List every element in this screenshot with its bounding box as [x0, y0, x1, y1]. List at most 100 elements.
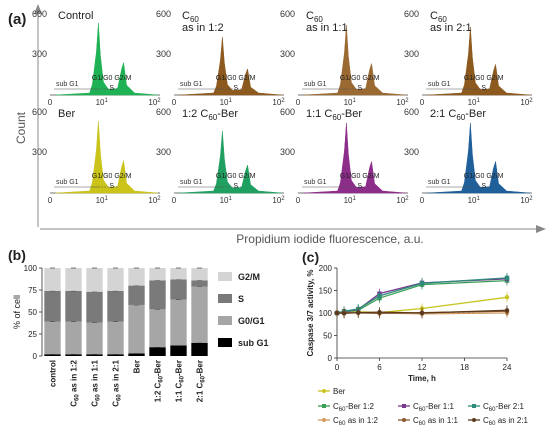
panel-a-x-arrowhead	[536, 225, 546, 233]
bar-segment	[170, 299, 187, 346]
histogram-title: C60	[430, 10, 447, 24]
line-y-tick-label: 100	[319, 309, 333, 318]
phase-label-g1-g2: G1/G0 G2/M	[464, 173, 504, 180]
panel-a-x-axis-title: Propidium iodide fluorescence, a.u.	[236, 232, 423, 246]
histogram-title: as in 1:1	[306, 22, 348, 34]
line-legend-label: C60-Ber 1:2	[333, 402, 374, 413]
line-point	[419, 281, 425, 286]
bar-segment	[170, 345, 187, 356]
histogram-panel: 600 300 sub G1 G1/G0 G2/M S 0 101 102 Ber	[32, 107, 161, 205]
bar-legend-label: sub G1	[238, 338, 269, 348]
y-tick-label: 300	[404, 49, 419, 59]
bar-segment	[86, 322, 103, 355]
histogram-title: 1:2 C60-Ber	[182, 108, 238, 122]
line-point	[377, 309, 382, 315]
line-point	[356, 310, 361, 315]
bar-legend-swatch	[218, 338, 232, 347]
bar-segment	[107, 321, 124, 355]
histogram-panel: 600 300 sub G1 G1/G0 G2/M S 0 101 102 2:1 C60-Be…	[404, 107, 533, 205]
y-tick-label: 600	[280, 107, 295, 117]
panel-b-label: (b)	[8, 247, 26, 263]
y-tick-label: 300	[156, 147, 171, 157]
y-tick-label: 600	[156, 9, 171, 19]
line-legend-label: C60-Ber 1:1	[413, 402, 454, 413]
histogram-panel: 600 300 sub G1 G1/G0 G2/M S 0 101 102 Control	[32, 9, 161, 107]
x-tick-label: 102	[520, 196, 533, 205]
histogram-grid: 600 300 sub G1 G1/G0 G2/M S 0 101 102 Control 600…	[32, 9, 533, 205]
bar-y-tick-label: 0	[33, 352, 38, 361]
histogram-title: Ber	[58, 108, 75, 120]
bar-y-tick-label: 25	[28, 330, 37, 339]
line-x-tick-label: 18	[460, 363, 469, 372]
histogram-title: Control	[58, 10, 93, 22]
line-x-tick-label: 6	[377, 363, 382, 372]
line-x-tick-label: 24	[503, 363, 512, 372]
phase-label-s: S	[481, 183, 486, 190]
bar-segment	[107, 268, 124, 291]
bar-segment	[44, 290, 61, 322]
line-legend-label: C60 as in 2:1	[483, 416, 528, 427]
histogram-title: as in 2:1	[430, 22, 472, 34]
x-tick-label: 101	[220, 196, 233, 205]
histogram-title: 2:1 C60-Ber	[430, 108, 486, 122]
x-tick-label: 102	[272, 98, 285, 107]
phase-label-subg1: sub G1	[180, 179, 203, 186]
bar-segment	[86, 268, 103, 292]
histogram-peak	[427, 26, 530, 96]
phase-label-g1-g2: G1/G0 G2/M	[92, 173, 132, 180]
x-tick-label: 0	[48, 196, 53, 205]
histogram-title: C60	[306, 10, 323, 24]
histogram-title: as in 1:2	[182, 22, 224, 34]
bar-legend-label: S	[238, 294, 244, 304]
x-tick-label: 0	[296, 196, 301, 205]
bar-legend-swatch	[218, 294, 232, 303]
x-tick-label: 102	[148, 98, 161, 107]
bar-segment	[149, 280, 166, 310]
x-tick-label: 101	[96, 98, 109, 107]
bar-legend-swatch	[218, 272, 232, 281]
histogram-title: C60	[182, 10, 199, 24]
y-tick-label: 300	[32, 147, 47, 157]
phase-label-g1-g2: G1/G0 G2/M	[216, 173, 256, 180]
panel-a-y-arrowhead	[34, 4, 42, 14]
phase-label-g1-g2: G1/G0 G2/M	[340, 173, 380, 180]
phase-label-subg1: sub G1	[428, 81, 451, 88]
y-tick-label: 300	[32, 49, 47, 59]
bar-segment	[107, 290, 124, 322]
bar-y-tick-label: 75	[28, 286, 37, 295]
y-tick-label: 600	[404, 107, 419, 117]
x-tick-label: 101	[344, 98, 357, 107]
line-legend-marker	[472, 418, 476, 422]
bar-category-label: C60 as in 1:1	[91, 359, 102, 406]
line-x-tick-label: 12	[418, 363, 427, 372]
x-tick-label: 0	[420, 98, 425, 107]
line-point	[504, 308, 510, 313]
histogram-peak	[303, 122, 406, 194]
line-legend-label: C60 as in 1:1	[413, 416, 458, 427]
bar-segment	[65, 268, 82, 291]
y-tick-label: 600	[156, 107, 171, 117]
x-tick-label: 101	[468, 196, 481, 205]
phase-label-g1-g2: G1/G0 G2/M	[340, 75, 380, 82]
histogram-peak	[427, 122, 530, 194]
bar-segment	[128, 268, 145, 286]
bar-segment	[65, 321, 82, 355]
panel-a-y-axis-title: Count	[14, 111, 28, 144]
line-legend-label: C60 as in 1:2	[333, 416, 378, 427]
line-x-tick-label: 0	[335, 363, 340, 372]
phase-label-s: S	[481, 85, 486, 92]
line-y-tick-label: 50	[323, 332, 332, 341]
bar-segment	[107, 354, 124, 356]
bar-segment	[86, 291, 103, 323]
x-tick-label: 0	[48, 98, 53, 107]
bar-segment	[65, 290, 82, 322]
y-tick-label: 300	[156, 49, 171, 59]
bar-segment	[191, 268, 208, 281]
x-tick-label: 0	[172, 98, 177, 107]
bar-y-tick-label: 50	[28, 308, 37, 317]
y-tick-label: 600	[32, 9, 47, 19]
line-y-tick-label: 0	[328, 354, 333, 363]
